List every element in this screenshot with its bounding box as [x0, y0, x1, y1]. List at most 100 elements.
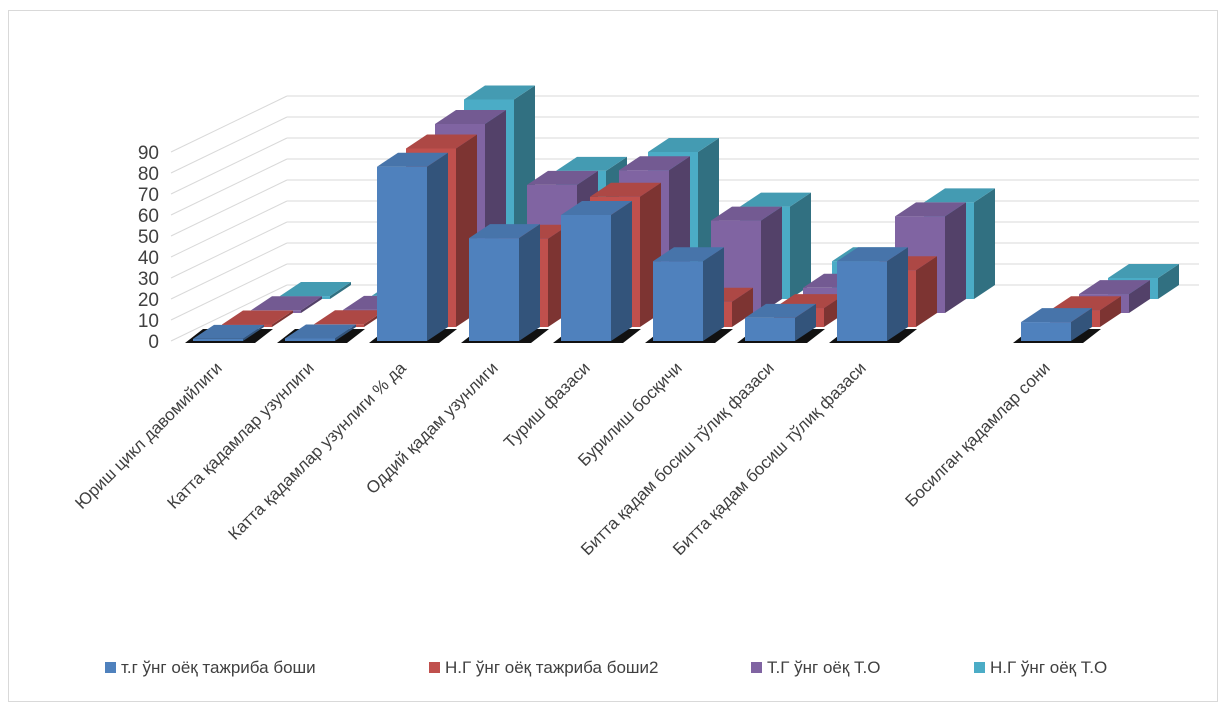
legend-item: Н.Г ўнг оёқ Т.О	[974, 658, 1107, 677]
bar-front	[285, 338, 335, 341]
chart-bars	[193, 85, 1179, 341]
bar-side	[335, 324, 356, 341]
y-tick-label: 80	[138, 164, 159, 185]
gridline-side	[170, 179, 288, 237]
bar-front	[193, 338, 243, 341]
bar-front	[745, 317, 795, 341]
y-tick-label: 10	[138, 311, 159, 332]
y-tick-label: 40	[138, 248, 159, 269]
bar-top	[895, 202, 966, 217]
y-tick-label: 20	[138, 290, 159, 311]
bar-side	[519, 224, 540, 341]
gridline-side	[170, 116, 288, 174]
y-tick-label: 90	[138, 143, 159, 164]
y-tick-label: 50	[138, 227, 159, 248]
bar	[745, 303, 816, 341]
bar-side	[272, 310, 293, 327]
bar-side	[427, 152, 448, 341]
bar-front	[377, 166, 427, 341]
bar-top	[1079, 280, 1150, 295]
bar	[285, 324, 356, 341]
bar-top	[1050, 296, 1121, 311]
legend-label: Т.Г ўнг оёқ Т.О	[767, 658, 880, 677]
bar	[469, 224, 540, 341]
bar-top	[648, 138, 719, 152]
gridline-side	[170, 263, 288, 321]
bar-top	[251, 296, 322, 311]
x-tick-label: Катта қадамлар узунлиги % да	[225, 358, 411, 544]
bar	[193, 324, 264, 341]
bar-front	[653, 261, 703, 341]
bar-side	[330, 282, 351, 299]
bar-top	[464, 85, 535, 100]
bar-side	[887, 247, 908, 341]
bar-top	[314, 310, 385, 325]
bar-side	[703, 247, 724, 341]
bar	[837, 247, 908, 341]
bar-top	[590, 182, 661, 197]
legend: т.г ўнг оёқ тажриба боши Н.Г ўнг оёқ тажр…	[105, 658, 1107, 677]
bar-top	[435, 110, 506, 124]
y-tick-label: 60	[138, 206, 159, 227]
bar-top	[377, 152, 448, 167]
gridline-side	[170, 137, 288, 195]
bar-front	[1021, 322, 1071, 341]
bar-side	[916, 256, 937, 327]
bar-side	[790, 192, 811, 299]
legend-item: Н.Г ўнг оёқ тажриба боши2	[429, 658, 659, 677]
legend-label: Н.Г ўнг оёқ тажриба боши2	[445, 658, 659, 677]
x-tick-label: Битта қадам босиш тўлиқ фазаси	[669, 358, 870, 559]
bar-top	[1021, 308, 1092, 323]
bar-side	[243, 324, 264, 341]
bar	[377, 152, 448, 341]
bar-side	[945, 202, 966, 313]
legend-swatch	[974, 662, 985, 673]
bar-side	[761, 206, 782, 313]
bar-top	[837, 247, 908, 262]
gridline-side	[170, 158, 288, 216]
bar-top	[924, 188, 995, 203]
bar-side	[795, 303, 816, 341]
legend-label: т.г ўнг оёқ тажриба боши	[121, 658, 316, 677]
bar-side	[1100, 296, 1121, 327]
gridline-side	[170, 200, 288, 258]
gridline-side	[170, 95, 288, 153]
bar-top	[193, 324, 264, 339]
bar-top	[556, 156, 627, 171]
bar-side	[732, 287, 753, 327]
legend-swatch	[105, 662, 116, 673]
bar	[653, 247, 724, 341]
x-tick-label: Катта қадамлар узунлиги	[164, 358, 318, 512]
gridline-side	[170, 242, 288, 300]
gridline-side	[170, 284, 288, 342]
legend-swatch	[751, 662, 762, 673]
chart-frame: 0 10 20 30 40 50 60 70 80 90 Юриш цикл давомийлиг…	[8, 10, 1218, 702]
bar-front	[469, 238, 519, 341]
bar-top	[740, 192, 811, 207]
bar	[561, 201, 632, 341]
bar-top	[1108, 264, 1179, 278]
legend-swatch	[429, 662, 440, 673]
bar-side	[1071, 308, 1092, 341]
y-tick-label: 70	[138, 185, 159, 206]
bar-top	[285, 324, 356, 339]
legend-item: т.г ўнг оёқ тажриба боши	[105, 658, 316, 677]
bar-top	[711, 206, 782, 221]
bar-side	[1129, 280, 1150, 313]
bar-top	[561, 201, 632, 215]
bar-side	[301, 296, 322, 313]
y-tick-label: 30	[138, 269, 159, 290]
bar-top	[527, 170, 598, 185]
x-tick-label: Юриш цикл давомийлиги	[71, 358, 225, 512]
bar-top	[469, 224, 540, 239]
bar-top	[745, 303, 816, 318]
bar-side	[611, 201, 632, 341]
x-tick-label: Босилган қадамлар сони	[901, 358, 1053, 510]
bar-front	[837, 261, 887, 341]
bar	[222, 310, 293, 327]
x-tick-label: Битта қадам босиш тўлиқ фазаси	[577, 358, 778, 559]
bar-front	[561, 215, 611, 341]
